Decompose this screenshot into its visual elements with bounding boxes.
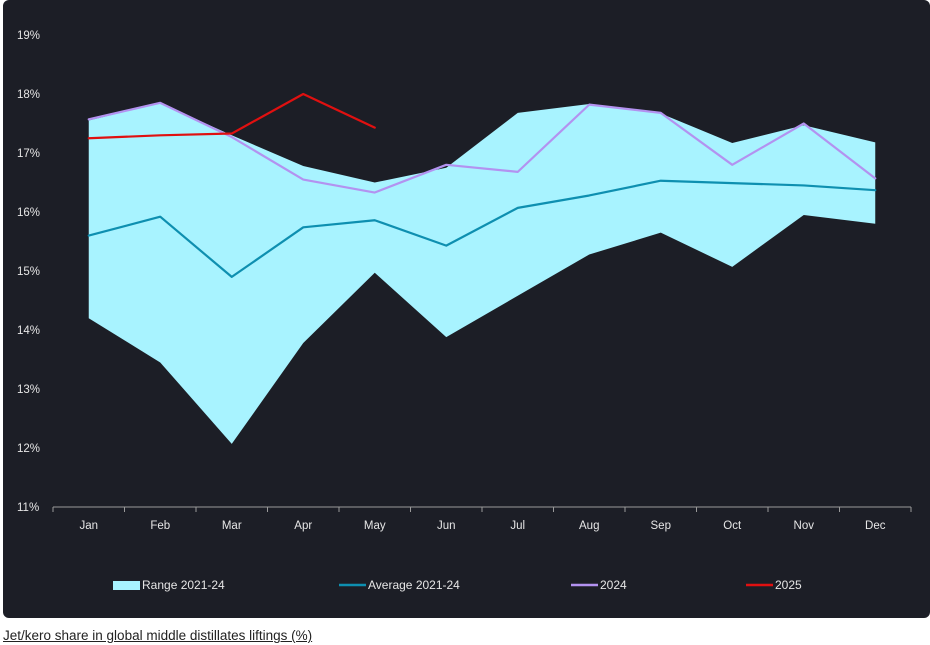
series-line-0	[87, 179, 877, 278]
x-tick-label: Jan	[79, 520, 98, 532]
y-tick-label: 18%	[17, 89, 40, 101]
legend-item: Range 2021-24	[113, 578, 225, 592]
y-tick-label: 19%	[17, 30, 40, 42]
x-tick-label: Feb	[150, 520, 170, 532]
series-line-1	[87, 101, 877, 194]
y-tick-label: 14%	[17, 325, 40, 337]
x-tick-label: Sep	[651, 520, 671, 532]
x-tick-label: Jun	[437, 520, 456, 532]
x-tick-label: Nov	[794, 520, 815, 532]
legend-label: 2025	[775, 578, 802, 592]
x-tick-label: May	[364, 520, 386, 532]
legend-label: Range 2021-24	[142, 578, 225, 592]
legend-swatch-box	[113, 581, 140, 590]
x-tick-label: Jul	[510, 520, 525, 532]
x-tick-label: Aug	[579, 520, 599, 532]
legend-item: 2024	[571, 578, 627, 592]
x-tick-label: Mar	[222, 520, 242, 532]
x-tick-label: Dec	[865, 520, 886, 532]
chart-panel: Jan Feb Mar Apr May Jun Jul Aug Sep Oct Nov Dec 11% 1…	[3, 0, 930, 618]
y-tick-label: 13%	[17, 384, 40, 396]
chart-svg: Jan Feb Mar Apr May Jun Jul Aug Sep Oct Nov Dec 11% 1…	[17, 30, 912, 592]
legend-item: Average 2021-24	[339, 578, 460, 592]
series-line-2	[87, 92, 376, 140]
legend-item: 2025	[746, 578, 802, 592]
series-layer	[87, 92, 877, 278]
y-tick-label: 15%	[17, 266, 40, 278]
range-layer	[88, 102, 876, 444]
chart-caption: Jet/kero share in global middle distilla…	[3, 628, 313, 643]
x-tick-label: Oct	[723, 520, 742, 532]
legend-label: 2024	[600, 578, 627, 592]
x-tick-label: Apr	[294, 520, 312, 532]
y-tick-label: 11%	[17, 502, 39, 514]
axis-layer: Jan Feb Mar Apr May Jun Jul Aug Sep Oct Nov Dec 11% 1…	[17, 30, 912, 532]
y-tick-label: 12%	[17, 443, 40, 455]
legend-label: Average 2021-24	[368, 578, 460, 592]
legend: Range 2021-24 Average 2021-24 2024 2025	[113, 578, 802, 592]
range-band	[88, 102, 876, 444]
y-tick-label: 16%	[17, 207, 40, 219]
y-tick-label: 17%	[17, 148, 40, 160]
